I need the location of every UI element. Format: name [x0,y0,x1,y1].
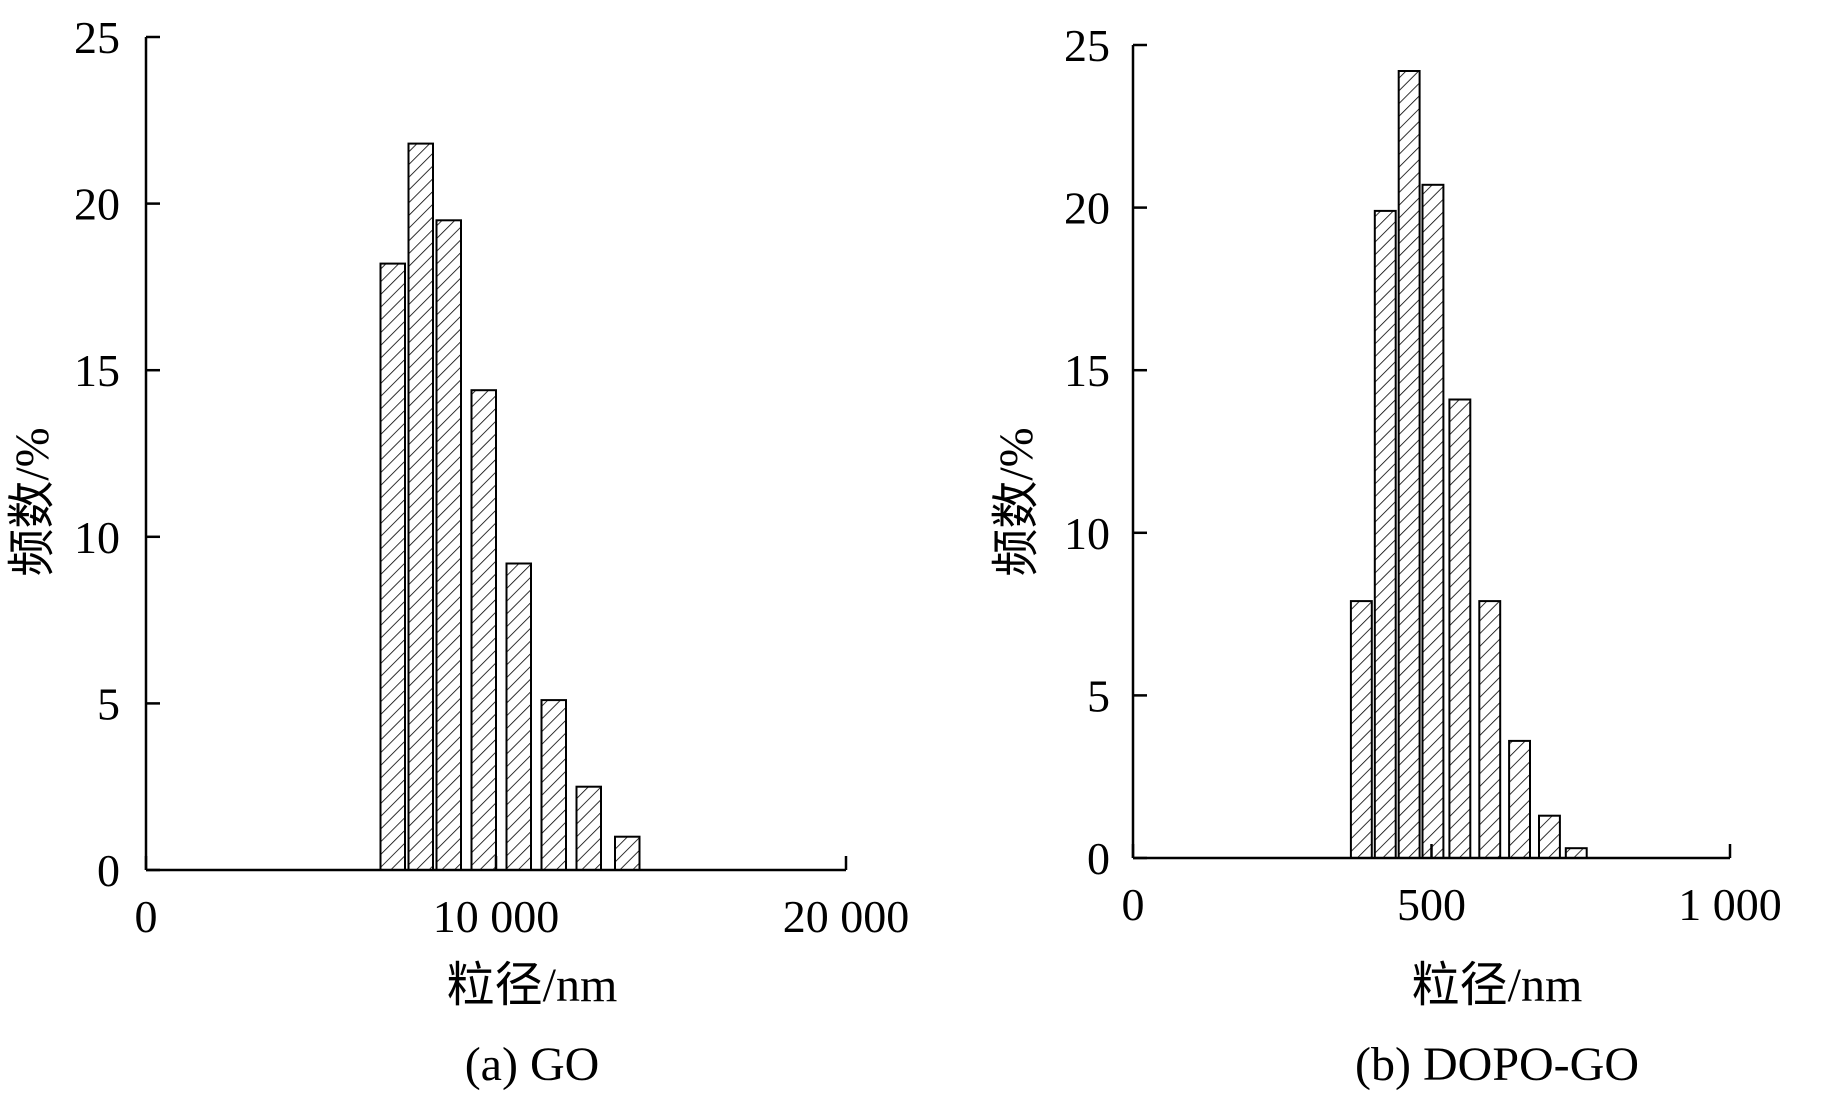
x-axis-label: 粒径/nm [447,959,618,1012]
x-tick-label: 0 [135,891,158,942]
x-axis-label: 粒径/nm [1412,959,1583,1012]
y-tick-label: 10 [74,512,120,563]
bar [505,562,532,871]
bar [435,219,462,872]
y-tick-label: 5 [97,678,120,729]
y-axis-label: 频数/% [6,427,59,576]
bar [1564,847,1588,860]
y-axis-title: 频数/% [6,427,59,576]
chart-dopo-go: 频数/% 粒径/nm (b) DOPO-GO 0 5 10 15 20 25 0 500 1 0… [990,20,1782,1091]
x-tick-label: 0 [1122,879,1145,930]
chart-go: 频数/% 粒径/nm (a) GO 0 5 10 15 20 25 0 10 000 20 00… [6,12,909,1091]
bar [1349,600,1373,859]
bar [1508,739,1531,860]
y-tick-label: 25 [74,12,120,63]
chart-caption: (a) GO [465,1038,600,1091]
bar [470,389,497,871]
bars [1349,70,1588,860]
y-tick-label: 25 [1064,20,1110,71]
y-tick-label: 20 [1064,183,1110,234]
y-axis-label: 频数/% [990,427,1043,576]
bar [1421,183,1445,860]
x-tick-label: 20 000 [783,891,910,942]
bars [379,142,641,872]
bar [1397,70,1421,859]
bar [575,785,602,872]
y-tick-label: 5 [1087,670,1110,721]
bar [614,835,641,872]
y-tick-label: 15 [74,345,120,396]
y-tick-label: 10 [1064,508,1110,559]
bar [1373,209,1397,859]
bar [1478,600,1502,859]
y-tick-label: 0 [97,845,120,896]
y-tick-label: 20 [74,179,120,230]
bar [379,262,406,872]
bar [1448,398,1472,859]
bar [540,699,567,871]
chart-caption: (b) DOPO-GO [1355,1038,1639,1091]
y-tick-label: 0 [1087,833,1110,884]
y-axis-title: 频数/% [990,427,1043,576]
x-tick-label: 1 000 [1678,879,1782,930]
bar [407,142,434,872]
x-tick-label: 500 [1397,879,1466,930]
y-tick-label: 15 [1064,345,1110,396]
x-tick-label: 10 000 [433,891,560,942]
bar [1538,814,1561,860]
